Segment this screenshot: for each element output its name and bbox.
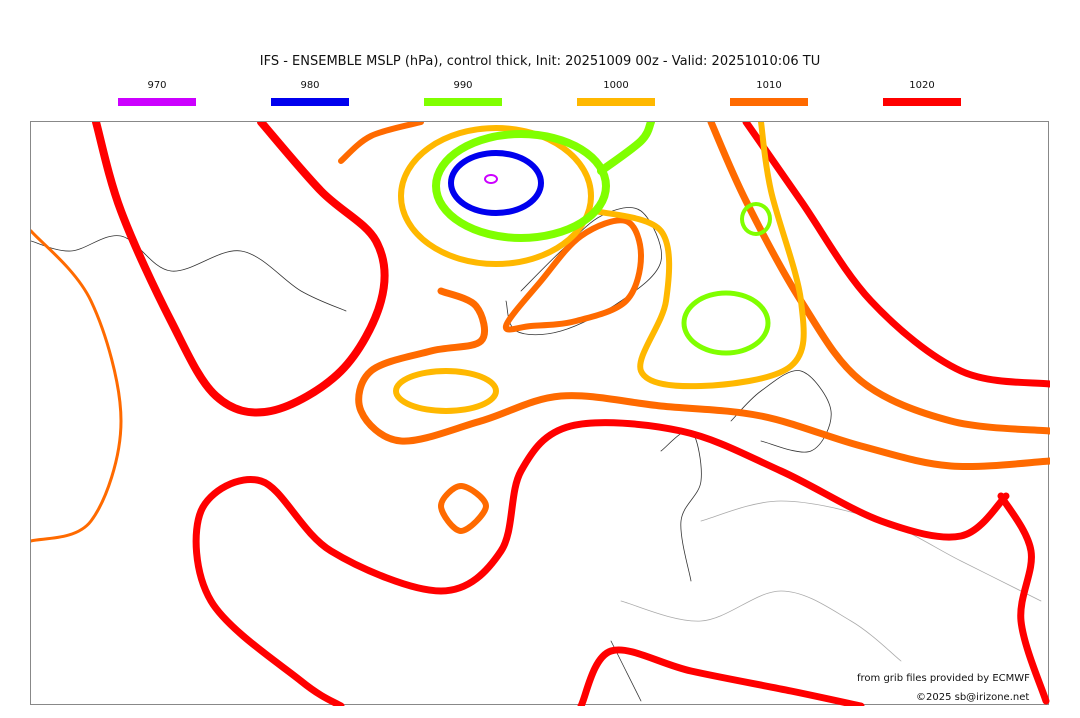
border bbox=[620, 590, 902, 662]
isobar-1020 bbox=[192, 419, 1010, 710]
source-credit: from grib files provided by ECMWF bbox=[857, 673, 1030, 684]
isobar-980 bbox=[448, 150, 544, 216]
legend-swatch bbox=[118, 98, 196, 106]
legend-item-980: 980 bbox=[271, 80, 349, 106]
legend-label: 1020 bbox=[909, 80, 935, 91]
legend-label: 1010 bbox=[756, 80, 782, 91]
isobar-1000 bbox=[398, 125, 594, 267]
coastline bbox=[730, 370, 832, 453]
legend-swatch bbox=[424, 98, 502, 106]
isobar-1010 bbox=[438, 483, 489, 534]
legend-label: 990 bbox=[453, 80, 473, 91]
isobar-1020 bbox=[742, 118, 1054, 388]
isobar-1010 bbox=[355, 287, 1054, 471]
chart-title: IFS - ENSEMBLE MSLP (hPa), control thick… bbox=[259, 54, 821, 69]
legend-swatch bbox=[883, 98, 961, 106]
legend-label: 980 bbox=[300, 80, 320, 91]
coastline bbox=[660, 429, 702, 582]
legend-item-1000: 1000 bbox=[577, 80, 655, 106]
legend-swatch bbox=[577, 98, 655, 106]
coastline bbox=[610, 640, 642, 702]
legend-swatch bbox=[271, 98, 349, 106]
coastline bbox=[30, 235, 347, 312]
isobar-990 bbox=[597, 118, 655, 175]
legend-swatch bbox=[730, 98, 808, 106]
isobar-1000 bbox=[593, 119, 807, 390]
map-frame bbox=[29, 118, 1054, 710]
copyright: ©2025 sb@irizone.net bbox=[916, 692, 1030, 703]
isobar-990 bbox=[432, 130, 610, 242]
isobar-1010 bbox=[707, 118, 1054, 435]
isobar-1010 bbox=[502, 217, 644, 333]
legend-label: 1000 bbox=[603, 80, 629, 91]
legend-item-990: 990 bbox=[424, 80, 502, 106]
legend-item-970: 970 bbox=[118, 80, 196, 106]
isobar-1020 bbox=[577, 646, 865, 710]
legend-label: 970 bbox=[147, 80, 167, 91]
legend-item-1010: 1010 bbox=[730, 80, 808, 106]
isobar-1010 bbox=[29, 229, 123, 543]
isobar-1000 bbox=[393, 368, 499, 414]
isobar-990 bbox=[740, 202, 772, 236]
isobar-1010 bbox=[338, 119, 424, 164]
isobar-1020 bbox=[92, 118, 389, 417]
legend-item-1020: 1020 bbox=[883, 80, 961, 106]
isobar-970 bbox=[484, 174, 498, 184]
isobar-1020 bbox=[997, 492, 1050, 705]
isobar-map bbox=[29, 118, 1054, 710]
isobar-990 bbox=[681, 290, 771, 356]
